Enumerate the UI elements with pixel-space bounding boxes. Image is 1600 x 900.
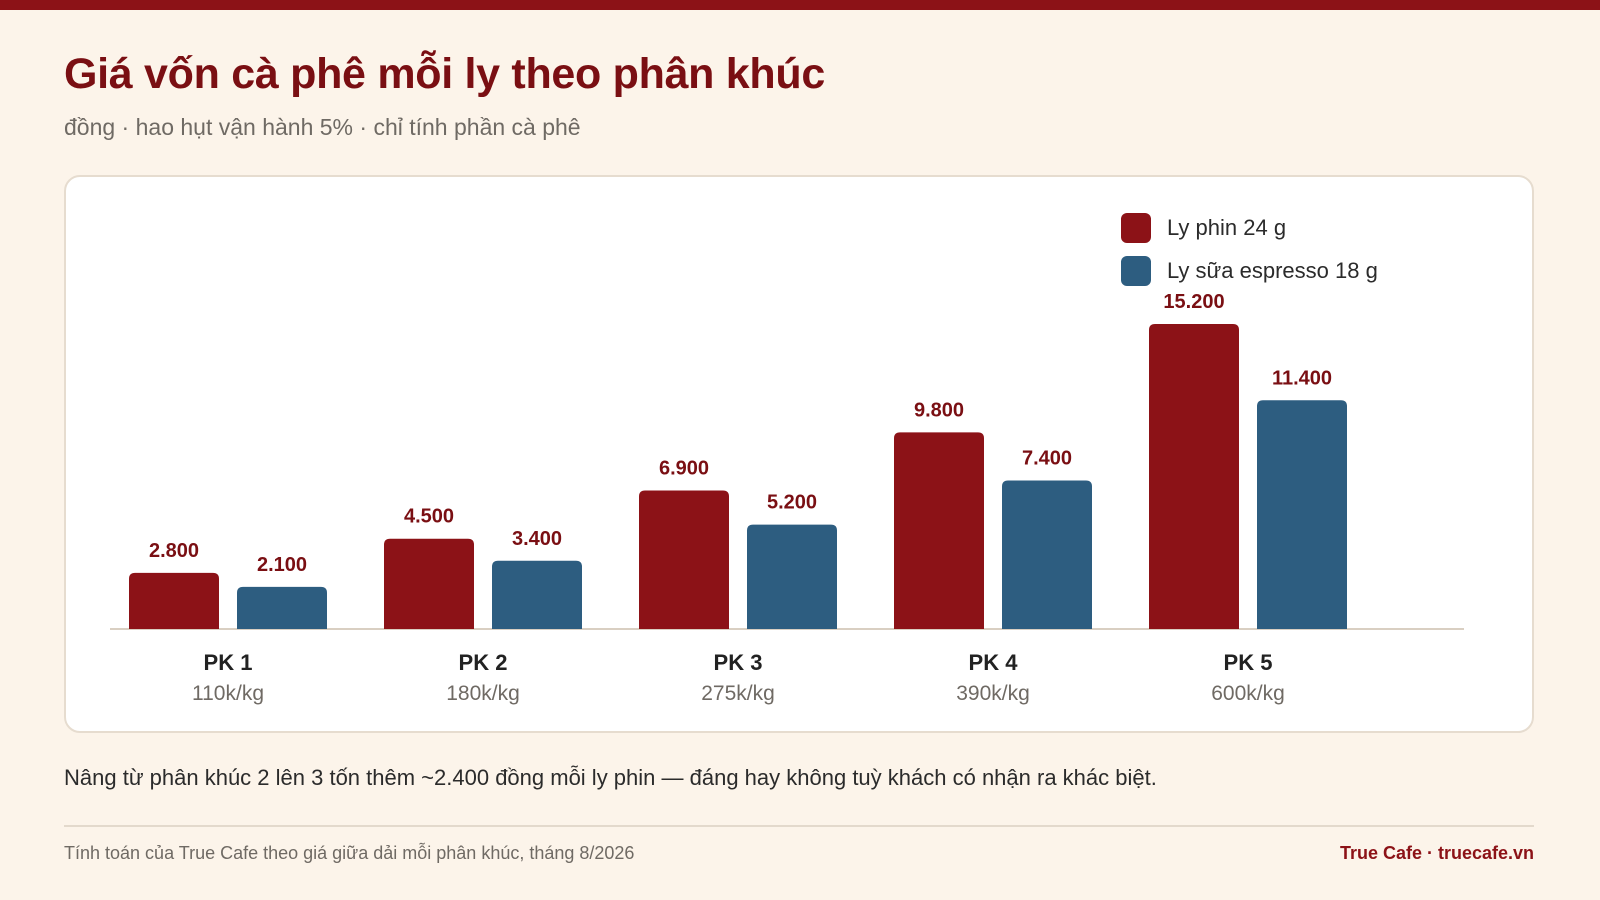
legend-label-phin: Ly phin 24 g (1167, 215, 1287, 240)
legend-item-espresso: Ly sữa espresso 18 g (1121, 256, 1378, 286)
bar-espresso-2 (492, 560, 582, 629)
brand-credit: True Cafe · truecafe.vn (1339, 843, 1534, 863)
bar-espresso-1 (237, 586, 327, 629)
data-label-espresso-1: 2.100 (257, 554, 307, 576)
legend-label-espresso: Ly sữa espresso 18 g (1167, 258, 1378, 283)
data-label-phin-4: 9.800 (914, 399, 964, 421)
bar-phin-4 (894, 432, 984, 629)
bar-phin-5 (1149, 324, 1239, 629)
chart-card: 2.800 2.100 PK 1 110k/kg 4.500 3.400 PK 2 180k/… (64, 175, 1534, 733)
page-title: Giá vốn cà phê mỗi ly theo phân khúc (64, 50, 825, 98)
category-sublabel-5: 600k/kg (1211, 682, 1285, 705)
bar-phin-1 (129, 572, 219, 629)
category-sublabel-2: 180k/kg (446, 682, 520, 705)
data-label-phin-3: 6.900 (659, 458, 709, 480)
data-label-espresso-2: 3.400 (512, 528, 562, 550)
data-label-phin-1: 2.800 (149, 540, 199, 562)
bar-chart: 2.800 2.100 PK 1 110k/kg 4.500 3.400 PK 2 180k/… (110, 291, 1464, 705)
data-label-espresso-4: 7.400 (1022, 448, 1072, 470)
category-label-3: PK 3 (714, 650, 763, 675)
category-label-5: PK 5 (1224, 650, 1273, 675)
category-sublabel-4: 390k/kg (956, 682, 1030, 705)
footer-divider (64, 825, 1534, 827)
category-label-2: PK 2 (459, 650, 508, 675)
category-sublabel-1: 110k/kg (192, 682, 264, 705)
bar-phin-2 (384, 538, 474, 629)
data-label-espresso-3: 5.200 (767, 492, 817, 514)
bar-espresso-4 (1002, 480, 1092, 629)
chart-legend: Ly phin 24 g Ly sữa espresso 18 g (1121, 213, 1378, 299)
category-sublabel-3: 275k/kg (701, 682, 775, 705)
legend-swatch-phin (1121, 213, 1151, 243)
data-label-espresso-5: 11.400 (1272, 367, 1332, 389)
legend-swatch-espresso (1121, 256, 1151, 286)
source-note: Tính toán của True Cafe theo giá giữa dả… (64, 843, 635, 863)
data-label-phin-2: 4.500 (404, 506, 454, 528)
bar-phin-3 (639, 490, 729, 629)
category-label-4: PK 4 (969, 650, 1019, 675)
bar-espresso-5 (1257, 400, 1347, 629)
insight-note: Nâng từ phân khúc 2 lên 3 tốn thêm ~2.40… (64, 765, 1157, 790)
category-label-1: PK 1 (204, 650, 253, 675)
legend-item-phin: Ly phin 24 g (1121, 213, 1378, 243)
bar-espresso-3 (747, 524, 837, 629)
data-label-phin-5: 15.200 (1163, 291, 1224, 313)
top-accent-bar (0, 0, 1600, 10)
page-subtitle: đồng · hao hụt vận hành 5% · chỉ tính ph… (64, 114, 581, 140)
